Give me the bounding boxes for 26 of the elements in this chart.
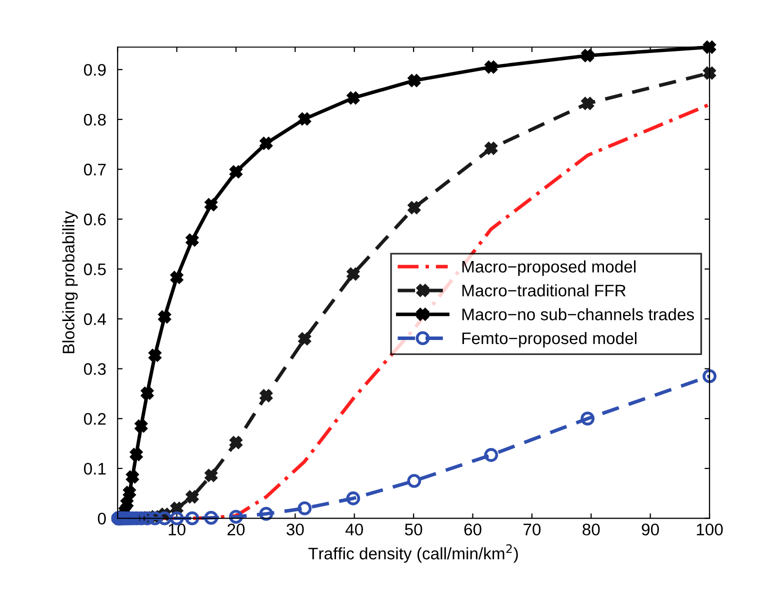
x-tick-label: 10 bbox=[168, 524, 186, 536]
x-tick-label: 80 bbox=[582, 524, 600, 536]
y-tick-label: 0.8 bbox=[84, 114, 106, 126]
y-tick-label: 0.3 bbox=[84, 363, 106, 375]
y-tick-label: 0.1 bbox=[84, 462, 106, 475]
legend-label: Macro−traditional FFR bbox=[462, 284, 626, 296]
y-tick-label: 0.2 bbox=[84, 412, 106, 425]
x-tick-label: 100 bbox=[696, 524, 723, 536]
x-tick-label: 40 bbox=[345, 524, 363, 536]
y-axis-title: Blocking probability bbox=[62, 210, 78, 354]
y-tick-label: 0.4 bbox=[84, 313, 106, 326]
x-tick-label: 60 bbox=[464, 524, 482, 536]
legend-label: Macro−proposed model bbox=[462, 260, 636, 276]
y-tick-label: 0.9 bbox=[84, 64, 106, 76]
x-tick-label: 70 bbox=[524, 524, 541, 536]
x-tick-label: 30 bbox=[286, 524, 304, 536]
x-tick-label: 20 bbox=[228, 524, 245, 536]
x-axis-title: Traffic density (call/min/km$^{2}$) bbox=[308, 544, 518, 563]
y-tick-label: 0.6 bbox=[84, 214, 106, 226]
legend-label: Femto−proposed model bbox=[462, 332, 636, 348]
legend-label: Macro−no sub−channels trades bbox=[462, 308, 694, 320]
y-tick-label: 0 bbox=[98, 512, 106, 525]
y-tick-label: 0.5 bbox=[84, 263, 106, 276]
x-tick-label: 90 bbox=[642, 524, 659, 536]
x-tick-label: 50 bbox=[404, 524, 422, 536]
y-tick-label: 0.7 bbox=[84, 164, 106, 176]
